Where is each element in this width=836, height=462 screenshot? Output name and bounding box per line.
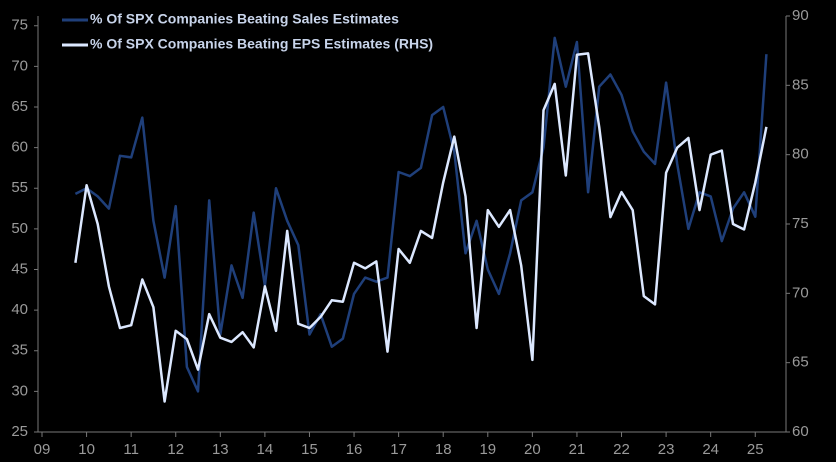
x-tick-label: 15 — [301, 441, 318, 458]
x-tick-label: 11 — [123, 441, 139, 458]
y-tick-label: 40 — [11, 301, 28, 318]
y2-tick-label: 80 — [792, 146, 809, 163]
x-tick-label: 18 — [435, 441, 452, 458]
x-tick-label: 20 — [524, 441, 541, 458]
x-tick-label: 23 — [658, 441, 675, 458]
x-tick-label: 17 — [390, 441, 407, 458]
y-tick-label: 65 — [11, 98, 28, 115]
x-tick-label: 09 — [34, 441, 51, 458]
x-tick-label: 19 — [479, 441, 496, 458]
series-line — [74, 36, 768, 393]
y-tick-label: 30 — [11, 382, 28, 399]
y2-tick-label: 85 — [792, 76, 809, 93]
x-tick-label: 22 — [613, 441, 630, 458]
legend-text: % Of SPX Companies Beating Sales Estimat… — [90, 11, 399, 27]
y-tick-label: 55 — [11, 179, 28, 196]
y2-tick-label: 75 — [792, 215, 809, 232]
y-tick-label: 35 — [11, 342, 28, 359]
y2-tick-label: 70 — [792, 284, 809, 301]
x-tick-label: 24 — [702, 441, 719, 458]
y2-tick-label: 60 — [792, 423, 809, 440]
y2-tick-label: 90 — [792, 7, 809, 24]
x-tick-label: 13 — [212, 441, 229, 458]
legend-text: % Of SPX Companies Beating EPS Estimates… — [90, 36, 433, 52]
y-tick-label: 25 — [11, 423, 28, 440]
y-tick-label: 50 — [11, 220, 28, 237]
y2-tick-label: 65 — [792, 354, 809, 371]
x-tick-label: 10 — [78, 441, 95, 458]
series-line — [74, 52, 768, 403]
y-tick-label: 60 — [11, 139, 28, 156]
y-tick-label: 70 — [11, 57, 28, 74]
y-tick-label: 45 — [11, 260, 28, 277]
x-tick-label: 14 — [257, 441, 274, 458]
x-tick-label: 16 — [346, 441, 363, 458]
x-tick-label: 12 — [167, 441, 184, 458]
y-tick-label: 75 — [11, 17, 28, 34]
x-tick-label: 25 — [747, 441, 764, 458]
x-tick-label: 21 — [569, 441, 586, 458]
